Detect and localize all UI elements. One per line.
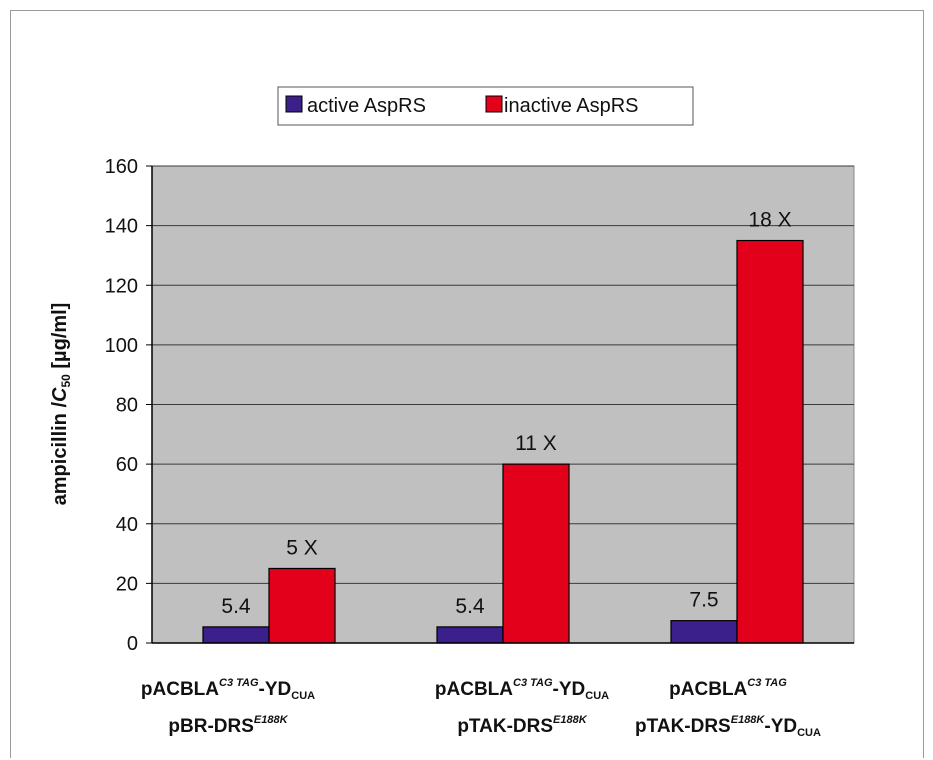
y-tick-label: 160 [105,156,138,178]
chart-frame [10,10,924,758]
legend-label-active: active AspRS [307,95,426,117]
legend-swatch-active [285,95,303,113]
data-label-active-0: 5.4 [221,595,251,618]
data-label-inactive-2: 18 X [748,209,791,232]
y-tick-label: 60 [116,454,138,476]
bar-active-0 [202,626,270,644]
category-label-0-line1: pACBLAC3 TAG-YDCUA [141,677,315,702]
y-axis-ticks: 0 20 40 60 80 100 120 140 160 [105,156,152,655]
category-label-0-line2: pBR-DRSE188K [168,714,288,737]
data-label-active-2: 7.5 [689,589,718,612]
y-axis-label: ampicillin /C50 [µg/ml] [49,303,73,506]
category-label-1-line1: pACBLAC3 TAG-YDCUA [435,677,609,702]
y-tick-label: 120 [105,275,138,297]
legend-swatch-inactive [485,95,503,113]
bar-inactive-2 [736,239,804,644]
legend-label-inactive: inactive AspRS [504,95,639,117]
category-label-1-line2: pTAK-DRSE188K [457,714,587,737]
bars [202,239,804,644]
y-tick-label: 40 [116,514,138,536]
bar-inactive-1 [502,463,570,644]
bar-active-2 [670,620,738,644]
category-label-2-line2: pTAK-DRSE188K-YDCUA [635,714,821,739]
data-labels: 5.4 5 X 5.4 11 X 7.5 18 X [221,209,791,618]
y-tick-label: 80 [116,395,138,417]
y-tick-label: 100 [105,335,138,357]
y-tick-label: 0 [127,633,138,655]
data-label-active-1: 5.4 [455,595,485,618]
y-tick-label: 140 [105,216,138,238]
data-label-inactive-1: 11 X [515,432,557,455]
category-labels: pACBLAC3 TAG-YDCUA pBR-DRSE188K pACBLAC3 T… [141,677,821,739]
data-label-inactive-0: 5 X [286,536,318,559]
y-tick-label: 20 [116,573,138,595]
bar-active-1 [436,626,504,644]
legend: active AspRS inactive AspRS [277,86,694,126]
bar-inactive-0 [268,567,336,644]
category-label-2-line1: pACBLAC3 TAG [669,677,787,700]
